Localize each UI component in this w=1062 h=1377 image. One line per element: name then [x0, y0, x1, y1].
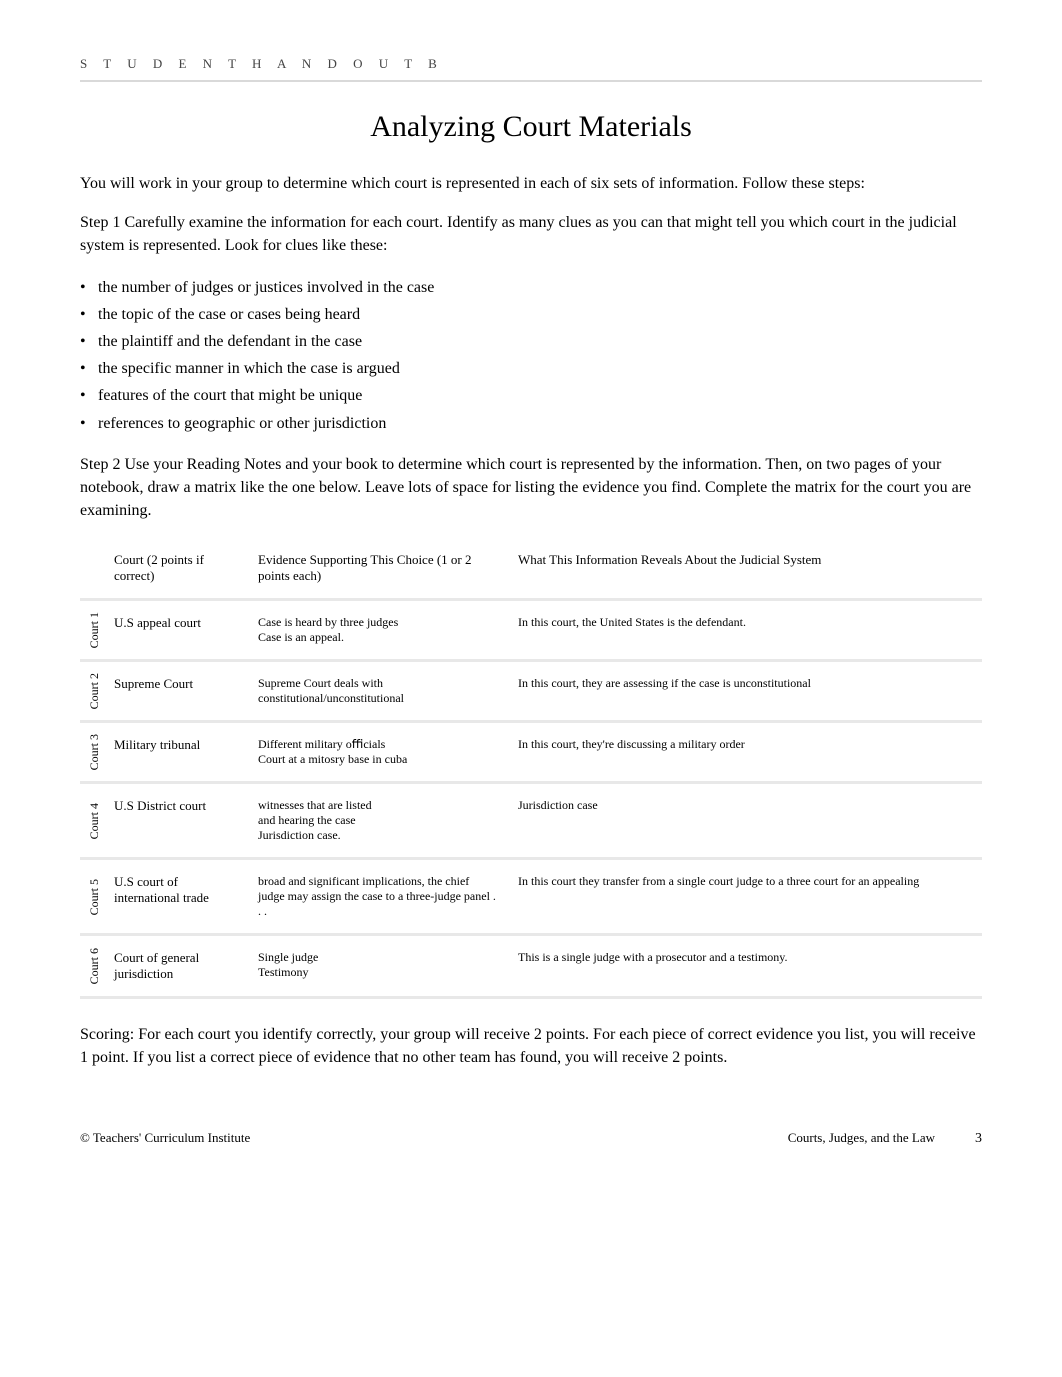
cell-court: Supreme Court	[108, 662, 248, 720]
step-2-paragraph: Step 2 Use your Reading Notes and your b…	[80, 453, 982, 523]
cell-evidence: Supreme Court deals with constitutional/…	[248, 662, 508, 720]
matrix-header-row: Court (2 points if correct) Evidence Sup…	[80, 538, 982, 598]
row-vlabel-text: Court 3	[87, 734, 102, 770]
cell-reveal: Jurisdiction case	[508, 784, 982, 857]
table-row: Court 4 U.S District court witnesses tha…	[80, 781, 982, 857]
footer-copyright: © Teachers' Curriculum Institute	[80, 1130, 250, 1146]
cell-court: Court of general jurisdiction	[108, 936, 248, 996]
table-row: Court 1 U.S appeal court Case is heard b…	[80, 598, 982, 659]
header-reveal-column: What This Information Reveals About the …	[508, 538, 982, 598]
cell-reveal: In this court, they are assessing if the…	[508, 662, 982, 720]
cell-court: U.S District court	[108, 784, 248, 857]
page-title: Analyzing Court Materials	[80, 110, 982, 144]
clue-item: references to geographic or other jurisd…	[80, 410, 982, 437]
scoring-paragraph: Scoring: For each court you identify cor…	[80, 1023, 982, 1069]
footer-page-number: 3	[975, 1131, 982, 1147]
table-row: Court 6 Court of general jurisdiction Si…	[80, 933, 982, 999]
clue-list: the number of judges or justices involve…	[80, 274, 982, 437]
row-vlabel-text: Court 6	[87, 948, 102, 984]
clue-item: the specific manner in which the case is…	[80, 355, 982, 382]
row-vlabel-text: Court 2	[87, 673, 102, 709]
row-vlabel-text: Court 1	[87, 612, 102, 648]
row-vlabel-text: Court 4	[87, 803, 102, 839]
row-vlabel: Court 4	[80, 784, 108, 857]
header-court-column: Court (2 points if correct)	[108, 538, 248, 598]
row-vlabel: Court 5	[80, 860, 108, 933]
row-vlabel: Court 6	[80, 936, 108, 996]
cell-evidence: witnesses that are listed and hearing th…	[248, 784, 508, 857]
row-vlabel: Court 2	[80, 662, 108, 720]
row-vlabel: Court 3	[80, 723, 108, 781]
cell-court: U.S appeal court	[108, 601, 248, 659]
clue-item: the topic of the case or cases being hea…	[80, 301, 982, 328]
row-vlabel: Court 1	[80, 601, 108, 659]
table-row: Court 5 U.S court of international trade…	[80, 857, 982, 933]
cell-evidence: broad and significant implications, the …	[248, 860, 508, 933]
page-footer: © Teachers' Curriculum Institute Courts,…	[80, 1130, 982, 1147]
clue-item: features of the court that might be uniq…	[80, 382, 982, 409]
cell-reveal: In this court, they're discussing a mili…	[508, 723, 982, 781]
intro-paragraph: You will work in your group to determine…	[80, 172, 982, 195]
footer-section-title: Courts, Judges, and the Law	[788, 1130, 935, 1146]
cell-evidence: Different military oﬃcials Court at a mi…	[248, 723, 508, 781]
cell-court: U.S court of international trade	[108, 860, 248, 933]
clue-item: the plaintiff and the defendant in the c…	[80, 328, 982, 355]
cell-evidence: Case is heard by three judges Case is an…	[248, 601, 508, 659]
header-band: S T U D E N T H A N D O U T B	[80, 56, 982, 82]
table-row: Court 3 Military tribunal Different mili…	[80, 720, 982, 781]
cell-court: Military tribunal	[108, 723, 248, 781]
cell-evidence: Single judge Testimony	[248, 936, 508, 996]
header-evidence-column: Evidence Supporting This Choice (1 or 2 …	[248, 538, 508, 598]
vlabel-spacer	[80, 538, 108, 598]
row-vlabel-text: Court 5	[87, 879, 102, 915]
court-matrix-table: Court (2 points if correct) Evidence Sup…	[80, 538, 982, 999]
cell-reveal: This is a single judge with a prosecutor…	[508, 936, 982, 996]
table-row: Court 2 Supreme Court Supreme Court deal…	[80, 659, 982, 720]
clue-item: the number of judges or justices involve…	[80, 274, 982, 301]
cell-reveal: In this court, the United States is the …	[508, 601, 982, 659]
step-1-paragraph: Step 1 Carefully examine the information…	[80, 211, 982, 257]
cell-reveal: In this court they transfer from a singl…	[508, 860, 982, 933]
